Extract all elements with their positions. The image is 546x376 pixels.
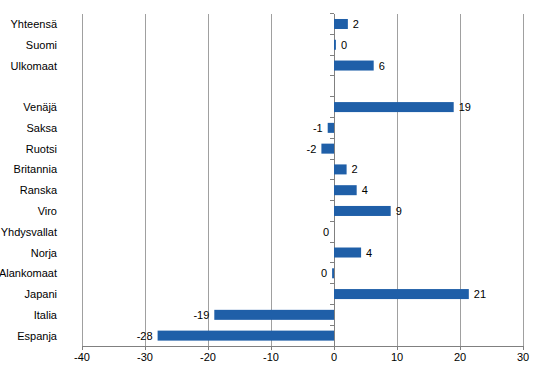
grid-line xyxy=(208,14,209,346)
bar xyxy=(334,102,454,112)
category-label: Ulkomaat xyxy=(11,60,57,72)
category-tick xyxy=(330,75,334,76)
bar xyxy=(334,248,361,258)
x-tick-label: -10 xyxy=(263,351,279,363)
chart-container: -40-30-20-100102030YhteensäSuomiUlkomaat… xyxy=(0,0,546,376)
category-tick xyxy=(330,346,334,347)
category-label: Britannia xyxy=(14,163,58,175)
x-tick-label: -20 xyxy=(200,351,216,363)
grid-line xyxy=(523,14,524,346)
category-label: Yhdysvallat xyxy=(1,226,57,238)
data-label: -28 xyxy=(137,330,153,342)
data-label: 21 xyxy=(474,288,486,300)
chart: -40-30-20-100102030YhteensäSuomiUlkomaat… xyxy=(0,0,546,376)
bar xyxy=(334,185,357,195)
category-label: Ranska xyxy=(20,184,58,196)
category-tick xyxy=(330,55,334,56)
category-label: Saksa xyxy=(26,122,57,134)
category-tick xyxy=(330,221,334,222)
category-label: Italia xyxy=(34,309,58,321)
category-tick xyxy=(330,242,334,243)
category-label: Viro xyxy=(38,205,57,217)
x-tick-label: 30 xyxy=(517,351,529,363)
bar xyxy=(334,19,348,29)
data-label: -1 xyxy=(313,122,323,134)
category-label: Yhteensä xyxy=(11,18,58,30)
bar xyxy=(334,206,391,216)
category-tick xyxy=(330,138,334,139)
bar xyxy=(321,144,334,154)
data-label: 9 xyxy=(396,205,402,217)
bar xyxy=(214,310,334,320)
category-label: Espanja xyxy=(17,330,58,342)
category-label: Venäjä xyxy=(23,101,58,113)
x-tick xyxy=(271,346,272,350)
bars xyxy=(158,19,469,341)
category-tick xyxy=(330,96,334,97)
category-label: Japani xyxy=(25,288,57,300)
x-tick-label: 0 xyxy=(331,351,337,363)
category-tick xyxy=(330,34,334,35)
data-label: 4 xyxy=(362,184,368,196)
x-tick xyxy=(460,346,461,350)
data-label: 6 xyxy=(379,60,385,72)
x-tick xyxy=(208,346,209,350)
x-tick-label: 10 xyxy=(391,351,403,363)
grid-line xyxy=(271,14,272,346)
bar xyxy=(328,123,334,133)
x-tick-label: -40 xyxy=(74,351,90,363)
category-label: Suomi xyxy=(26,39,57,51)
bar xyxy=(334,289,469,299)
x-tick-label: -30 xyxy=(137,351,153,363)
category-tick xyxy=(330,283,334,284)
x-tick xyxy=(145,346,146,350)
x-tick xyxy=(397,346,398,350)
bar xyxy=(334,40,336,50)
data-label: 2 xyxy=(352,163,358,175)
data-label: 4 xyxy=(366,247,372,259)
bar xyxy=(332,268,334,278)
category-tick xyxy=(330,262,334,263)
bar xyxy=(334,227,335,237)
category-tick xyxy=(330,159,334,160)
category-tick xyxy=(330,117,334,118)
x-tick xyxy=(82,346,83,350)
data-label: 0 xyxy=(323,226,329,238)
category-tick xyxy=(330,200,334,201)
data-label: 0 xyxy=(321,267,327,279)
category-tick xyxy=(330,304,334,305)
bar xyxy=(334,164,347,174)
data-label: 19 xyxy=(459,101,471,113)
category-label: Norja xyxy=(31,247,58,259)
grid-line xyxy=(82,14,83,346)
x-tick xyxy=(334,346,335,350)
data-label: 2 xyxy=(353,18,359,30)
bar xyxy=(158,331,334,341)
data-label: -19 xyxy=(193,309,209,321)
x-tick xyxy=(523,346,524,350)
category-label: Alankomaat xyxy=(0,267,57,279)
category-tick xyxy=(330,179,334,180)
bar xyxy=(334,61,374,71)
category-tick xyxy=(330,325,334,326)
category-label: Ruotsi xyxy=(26,143,57,155)
data-label: 0 xyxy=(341,39,347,51)
grid-line xyxy=(145,14,146,346)
x-axis-line xyxy=(82,346,523,347)
data-label: -2 xyxy=(307,143,317,155)
x-tick-label: 20 xyxy=(454,351,466,363)
category-tick xyxy=(330,13,334,14)
